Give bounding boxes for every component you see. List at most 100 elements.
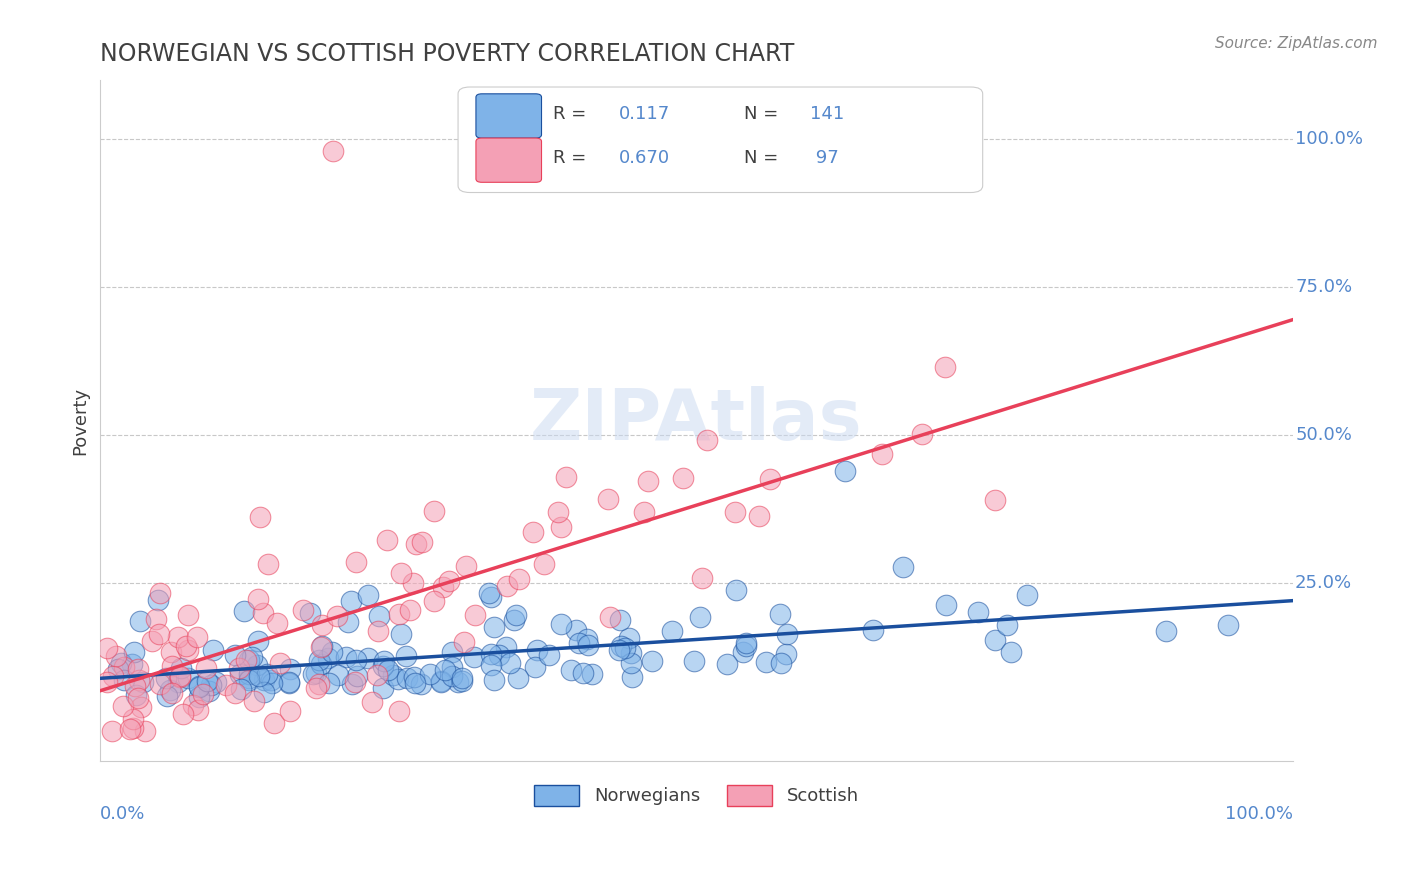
Point (309, 640, 332, 654)
Point (269, 657, 291, 671)
Point (565, 623, 588, 637)
Point (598, 491, 620, 506)
Point (547, 505, 569, 519)
Point (610, 639, 633, 653)
Point (228, 660, 250, 674)
Point (122, 712, 145, 726)
Point (769, 607, 792, 621)
Point (160, 686, 183, 700)
Point (308, 677, 330, 691)
Point (96, 675, 118, 690)
Point (344, 653, 367, 667)
Point (1154, 624, 1177, 639)
Point (343, 675, 366, 690)
Point (231, 681, 253, 696)
Point (537, 648, 560, 662)
Point (555, 470, 578, 484)
Point (121, 657, 143, 671)
Point (984, 633, 1007, 648)
Point (278, 662, 301, 676)
Point (387, 673, 409, 687)
Point (311, 639, 333, 653)
Point (278, 704, 301, 718)
Point (149, 586, 172, 600)
Point (346, 668, 368, 682)
Point (770, 656, 793, 670)
Point (995, 618, 1018, 632)
Point (316, 651, 339, 665)
Point (453, 634, 475, 648)
Point (419, 667, 441, 681)
Point (201, 643, 224, 657)
Point (422, 593, 444, 607)
Point (891, 560, 914, 574)
Text: 0.670: 0.670 (619, 150, 671, 168)
Point (160, 645, 183, 659)
Point (187, 690, 209, 704)
Point (122, 721, 145, 735)
Point (238, 666, 260, 681)
Point (186, 630, 208, 644)
Point (388, 607, 411, 622)
Point (361, 695, 384, 709)
Point (252, 673, 274, 688)
Point (389, 566, 412, 580)
Point (309, 657, 332, 671)
Point (215, 678, 238, 692)
Point (249, 509, 271, 524)
Point (911, 427, 934, 442)
Point (433, 663, 456, 677)
Point (224, 685, 246, 699)
Point (292, 602, 315, 616)
Point (984, 493, 1007, 508)
Point (335, 649, 357, 664)
Point (235, 653, 257, 667)
Point (683, 654, 706, 668)
Text: 100.0%: 100.0% (1225, 805, 1292, 823)
Point (396, 671, 419, 685)
Point (224, 648, 246, 662)
Point (344, 555, 367, 569)
Point (508, 572, 530, 586)
Point (1000, 645, 1022, 659)
Text: 75.0%: 75.0% (1295, 278, 1353, 296)
Point (572, 665, 595, 680)
Point (870, 447, 893, 461)
Point (614, 640, 637, 655)
Point (266, 615, 288, 630)
Text: NORWEGIAN VS SCOTTISH POVERTY CORRELATION CHART: NORWEGIAN VS SCOTTISH POVERTY CORRELATIO… (100, 42, 794, 66)
Point (641, 654, 664, 668)
Point (357, 588, 380, 602)
Point (733, 645, 755, 659)
Point (277, 675, 299, 690)
Point (328, 668, 350, 682)
Point (172, 706, 194, 721)
Point (198, 683, 221, 698)
Point (124, 679, 146, 693)
Point (375, 533, 398, 547)
Point (197, 673, 219, 688)
Point (862, 623, 884, 637)
Point (339, 594, 361, 608)
Point (398, 603, 420, 617)
Point (124, 645, 146, 659)
Point (367, 624, 389, 638)
Point (576, 638, 599, 652)
Point (246, 633, 269, 648)
Point (432, 580, 454, 594)
Point (238, 653, 260, 667)
Point (389, 626, 412, 640)
Point (723, 505, 745, 519)
Point (775, 647, 797, 661)
Point (716, 657, 738, 671)
Point (148, 627, 170, 641)
Point (633, 505, 655, 519)
Point (495, 640, 517, 655)
Text: 25.0%: 25.0% (1295, 574, 1353, 592)
FancyBboxPatch shape (477, 138, 541, 182)
Point (110, 657, 132, 671)
Point (755, 655, 778, 669)
Point (169, 670, 191, 684)
Point (174, 640, 197, 654)
Point (621, 670, 644, 684)
